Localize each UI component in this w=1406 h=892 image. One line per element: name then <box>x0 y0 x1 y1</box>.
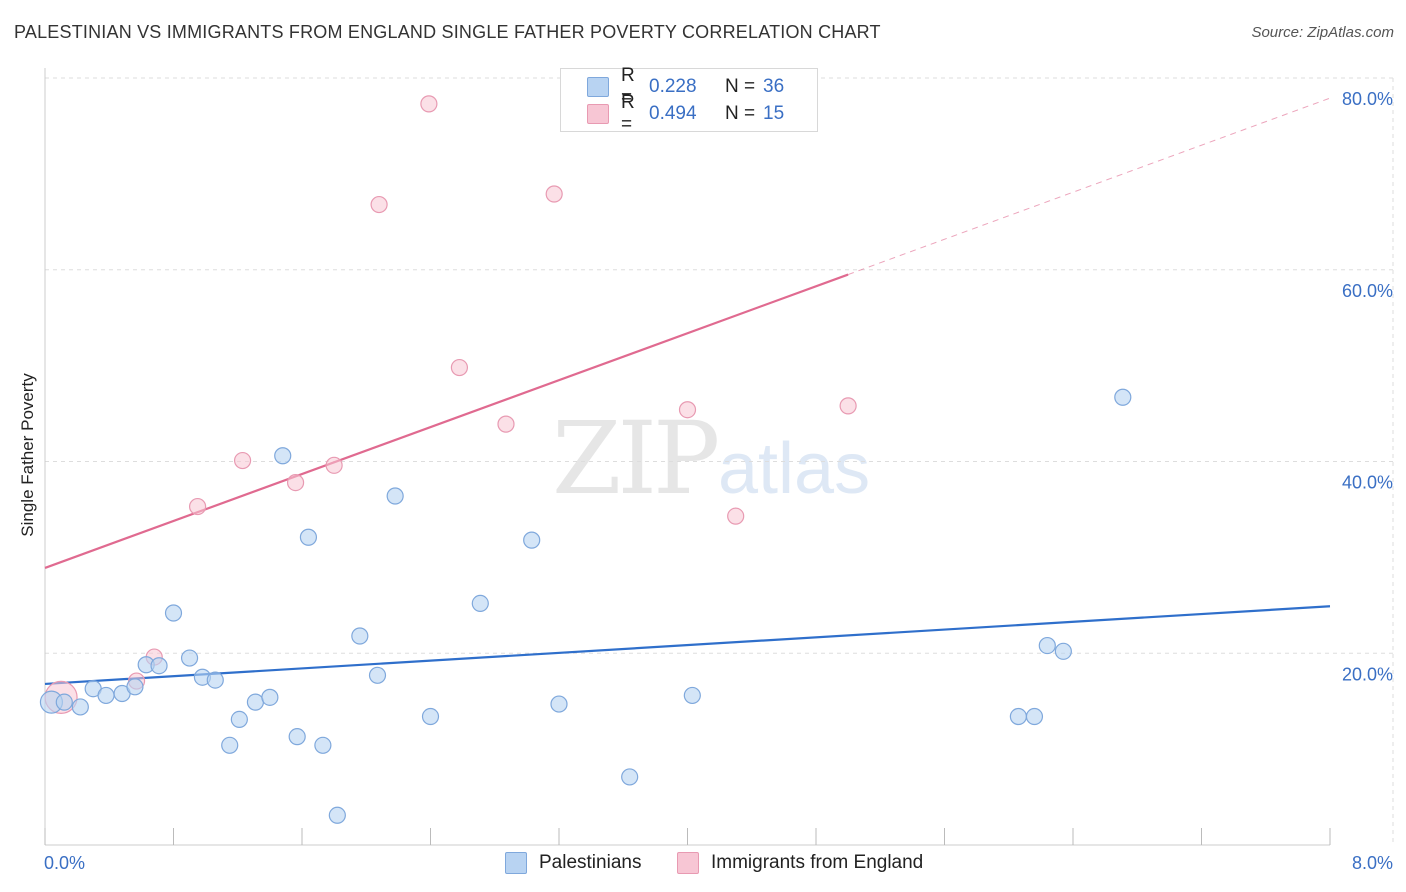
legend-r-value: 0.228 <box>649 76 697 97</box>
point-england <box>497 415 515 433</box>
legend-item-palestinians[interactable]: Palestinians <box>505 852 641 874</box>
legend-swatch-blue <box>505 852 527 874</box>
point-palestinians <box>421 707 440 726</box>
point-england <box>233 451 252 470</box>
point-england <box>370 195 388 214</box>
point-palestinians <box>523 531 541 549</box>
data-points <box>39 95 1132 824</box>
point-palestinians <box>368 666 387 684</box>
point-england <box>678 401 697 419</box>
point-palestinians <box>550 695 568 713</box>
point-palestinians <box>261 688 279 706</box>
watermark-zip: ZIP <box>552 400 720 517</box>
y-tick-label: 40.0% <box>1342 473 1393 493</box>
trend-lines <box>44 97 1331 686</box>
trend-line-england <box>44 273 849 569</box>
point-palestinians <box>471 594 489 612</box>
point-palestinians <box>150 657 168 675</box>
watermark-atlas: atlas <box>718 429 871 509</box>
x-tick-label: 8.0% <box>1352 853 1393 873</box>
legend-label: Immigrants from England <box>711 852 924 873</box>
legend-r-label: R = <box>621 65 635 108</box>
point-england <box>286 473 305 492</box>
legend-n-value: 15 <box>763 103 785 124</box>
axes <box>44 68 1331 846</box>
point-palestinians <box>351 627 369 645</box>
legend-n-value: 36 <box>763 76 785 97</box>
point-palestinians <box>230 710 248 729</box>
point-england <box>545 185 563 203</box>
legend-row-palestinians: R = 0.228 N = 36 <box>587 65 785 108</box>
point-palestinians <box>126 678 144 696</box>
source-label: Source: ZipAtlas.com <box>1251 24 1394 41</box>
point-england <box>727 507 745 525</box>
point-england <box>325 456 343 474</box>
point-palestinians <box>206 671 224 689</box>
point-england <box>839 397 857 415</box>
point-palestinians <box>221 736 239 754</box>
y-tick-label: 20.0% <box>1342 664 1393 684</box>
point-england <box>420 95 438 113</box>
legend-r-value: 0.494 <box>649 103 697 124</box>
point-palestinians <box>97 686 115 705</box>
point-palestinians <box>314 736 332 754</box>
point-palestinians <box>683 686 701 705</box>
point-palestinians <box>1009 707 1027 726</box>
point-palestinians <box>164 604 183 622</box>
point-palestinians <box>180 649 199 667</box>
legend-swatch-pink <box>677 852 699 874</box>
tick-labels: 20.0% 40.0% 60.0% 80.0% 0.0% 8.0% <box>44 89 1393 873</box>
point-palestinians <box>299 528 318 546</box>
legend-n-label: N = <box>725 103 756 124</box>
point-palestinians <box>328 806 346 824</box>
point-palestinians <box>1038 636 1056 655</box>
point-palestinians <box>621 768 639 786</box>
point-palestinians <box>55 693 73 711</box>
legend-n-label: N = <box>725 76 756 97</box>
point-palestinians <box>1025 707 1044 726</box>
point-palestinians <box>1054 642 1072 660</box>
trend-line-palestinians <box>44 605 1331 686</box>
point-palestinians <box>274 447 292 465</box>
legend-swatch-pink <box>587 104 609 124</box>
point-england <box>188 497 207 516</box>
y-axis-label: Single Father Poverty <box>18 373 37 537</box>
point-palestinians <box>288 728 306 746</box>
legend-row-england: R = 0.494 N = 15 <box>587 92 785 135</box>
stats-legend: R = 0.228 N = 36 R = 0.494 N = 15 <box>560 65 818 135</box>
trend-line-england-extrapolated <box>847 97 1331 276</box>
legend-r-label: R = <box>621 92 635 135</box>
point-palestinians <box>386 487 404 505</box>
point-palestinians <box>1114 388 1132 406</box>
x-tick-label: 0.0% <box>44 853 85 873</box>
chart-title: PALESTINIAN VS IMMIGRANTS FROM ENGLAND S… <box>14 22 881 42</box>
legend-label: Palestinians <box>539 852 642 873</box>
y-tick-label: 80.0% <box>1342 89 1393 109</box>
point-palestinians <box>71 698 89 716</box>
point-palestinians <box>246 693 265 711</box>
legend-item-england[interactable]: Immigrants from England <box>677 852 923 874</box>
legend-swatch-blue <box>587 77 609 97</box>
y-tick-label: 60.0% <box>1342 281 1393 301</box>
point-england <box>450 358 469 377</box>
